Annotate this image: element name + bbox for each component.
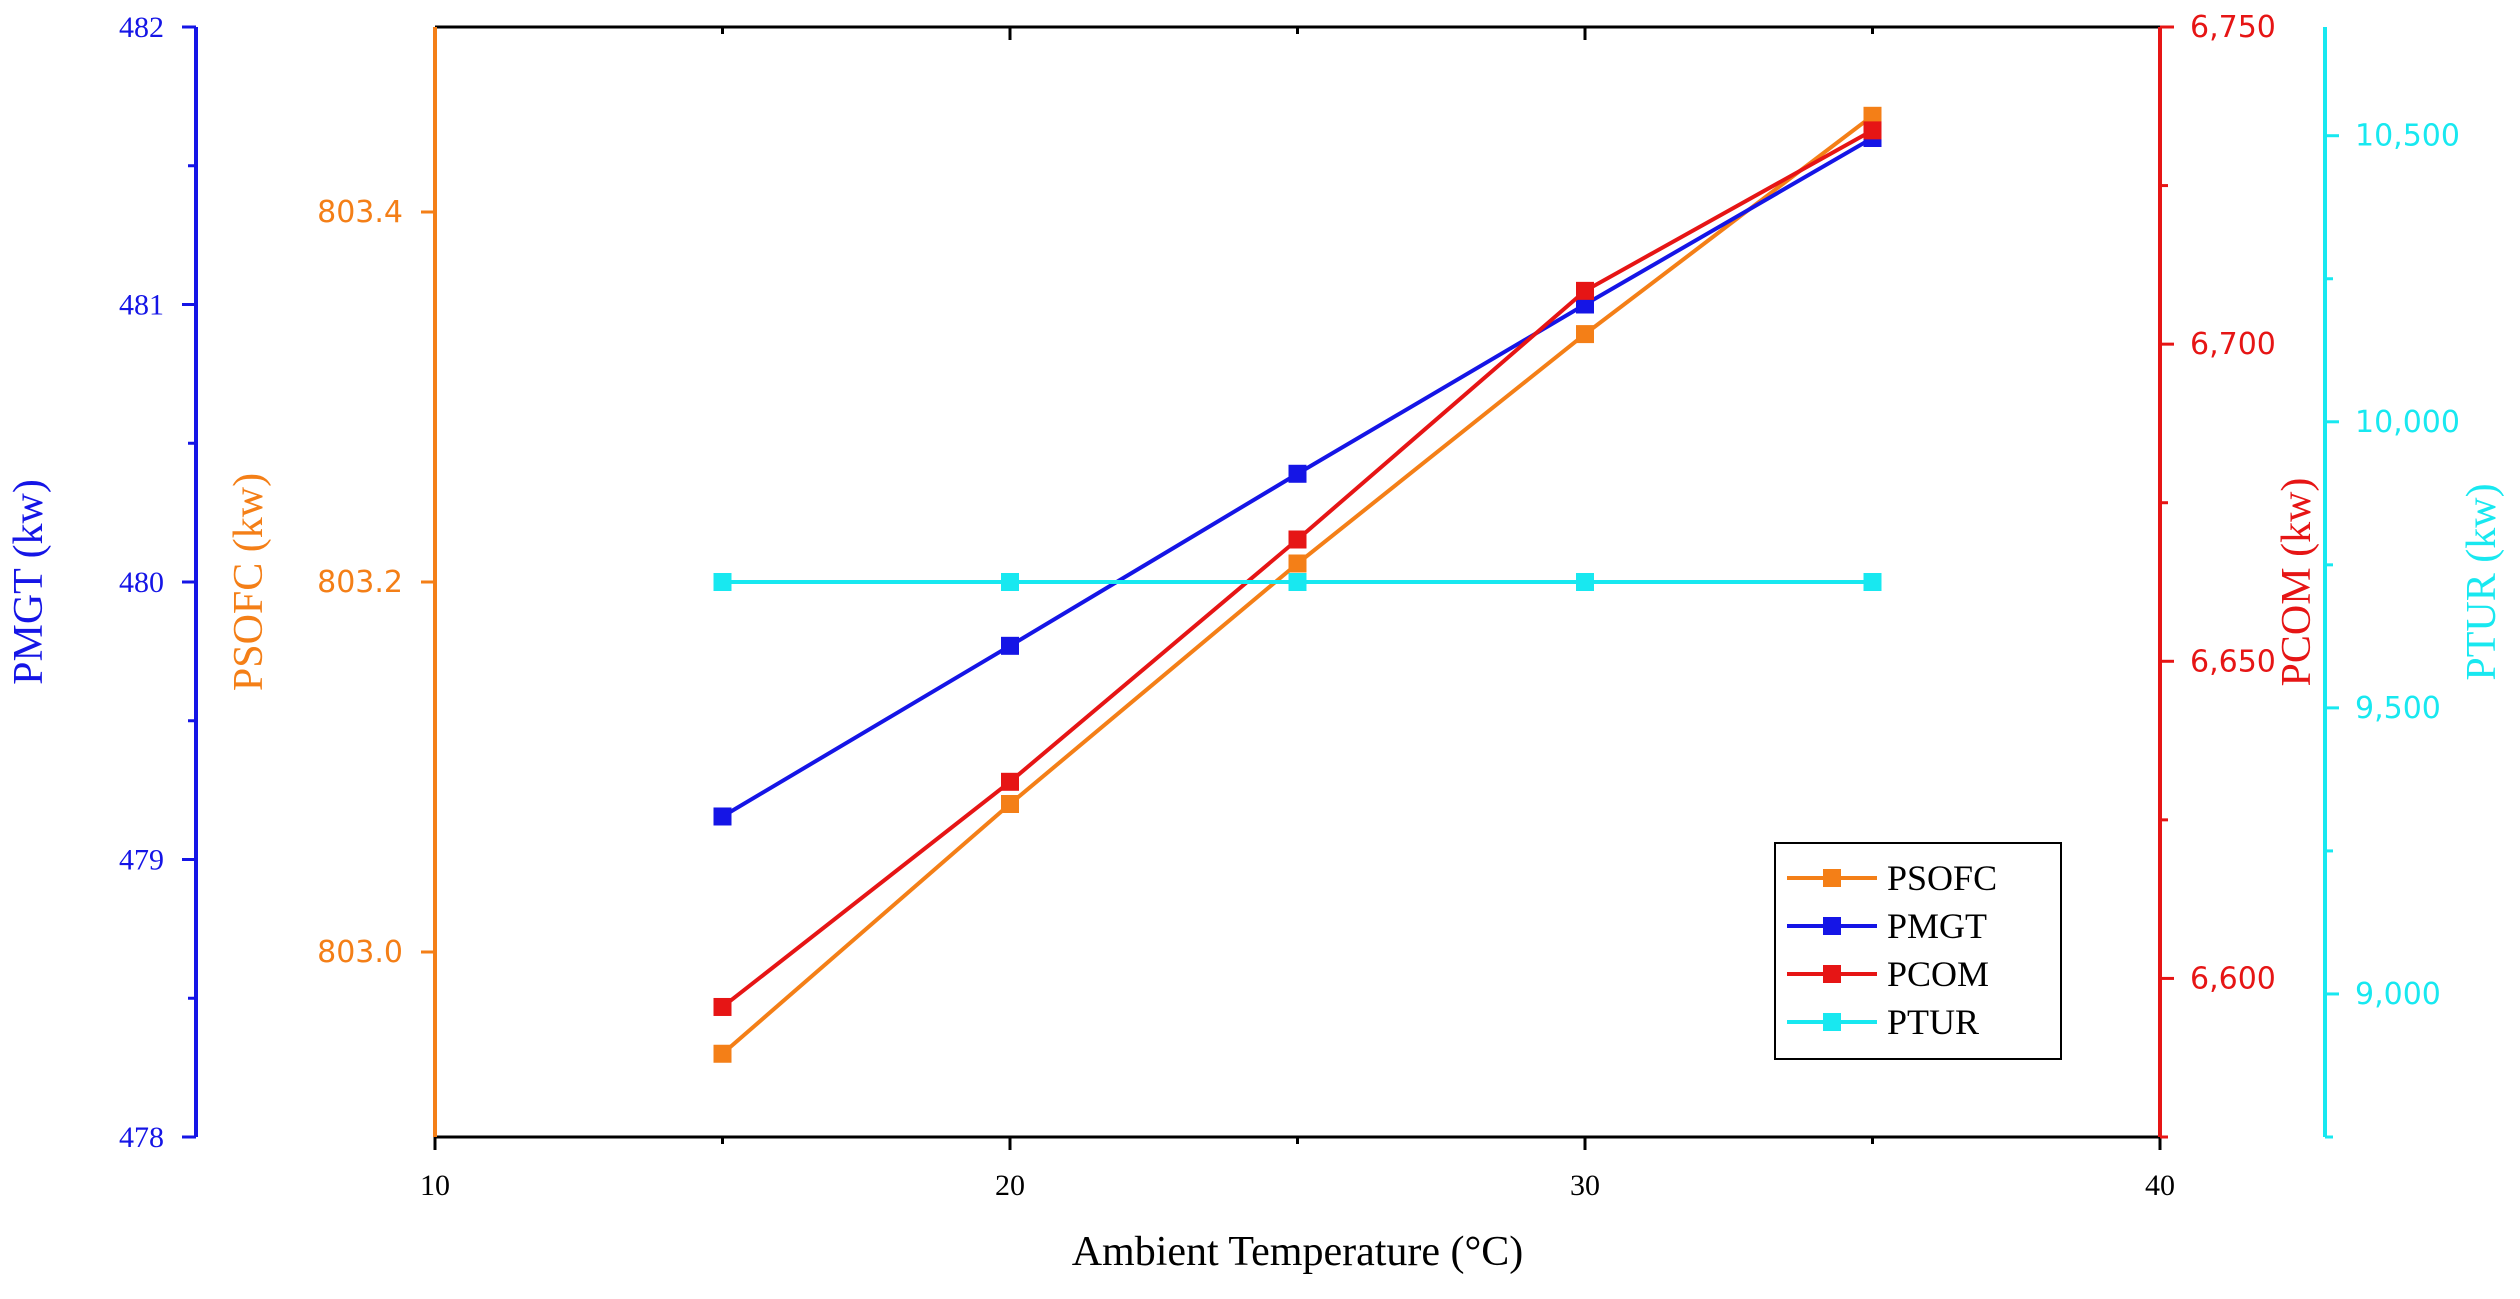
legend-label-pmgt: PMGT (1887, 906, 1987, 946)
series-layer (713, 106, 1882, 1063)
data-point-psofc (1001, 795, 1019, 813)
data-point-pcom (1001, 772, 1019, 791)
pcom-tick-label: 6,600 (2190, 961, 2276, 996)
pmgt-tick-label: 480 (119, 566, 164, 599)
data-point-psofc (1288, 554, 1307, 573)
legend-marker-ptur (1823, 1013, 1841, 1031)
psofc-tick-label: 803.0 (317, 935, 403, 970)
ptur-tick-label: 9,500 (2355, 691, 2441, 726)
axes-layer: 10 20 30 40 Ambient Temperature (°C) 478 479 48… (6, 10, 2505, 1275)
pmgt-tick-label: 481 (119, 289, 164, 322)
legend-label-ptur: PTUR (1887, 1002, 1979, 1042)
data-point-pmgt (1576, 295, 1594, 314)
data-point-pcom (713, 997, 732, 1016)
pcom-tick-label: 6,750 (2190, 10, 2276, 45)
ptur-axis-label: PTUR (kw) (2459, 483, 2505, 680)
psofc-tick-label: 803.2 (317, 565, 403, 600)
data-point-pmgt (713, 807, 732, 826)
data-point-psofc (713, 1044, 732, 1063)
x-tick-label: 10 (420, 1169, 450, 1202)
legend-label-psofc: PSOFC (1887, 858, 1997, 898)
data-point-ptur (1288, 573, 1307, 591)
legend-marker-pcom (1823, 965, 1841, 983)
pcom-tick-label: 6,650 (2190, 644, 2276, 679)
legend-marker-psofc (1823, 869, 1841, 887)
x-tick-label: 30 (1570, 1169, 1600, 1202)
data-point-pcom (1576, 281, 1594, 300)
pmgt-tick-label: 478 (119, 1121, 164, 1154)
pmgt-tick-label: 479 (119, 844, 164, 877)
data-point-psofc (1863, 106, 1882, 125)
ptur-tick-label: 10,500 (2355, 119, 2460, 154)
pmgt-tick-label: 482 (119, 11, 164, 44)
psofc-axis-label: PSOFC (kw) (226, 473, 272, 691)
legend-marker-pmgt (1823, 917, 1841, 935)
legend-label-pcom: PCOM (1887, 954, 1989, 994)
data-point-pmgt (1288, 464, 1307, 483)
pcom-tick-label: 6,700 (2190, 327, 2276, 362)
x-axis-label: Ambient Temperature (°C) (1072, 1229, 1524, 1275)
data-point-ptur (1863, 573, 1882, 591)
data-point-pcom (1288, 530, 1307, 549)
ptur-tick-label: 9,000 (2355, 977, 2441, 1012)
pcom-axis-label: PCOM (kw) (2274, 478, 2320, 687)
data-point-ptur (713, 573, 732, 591)
legend: PSOFC PMGT PCOM PTUR (1774, 842, 2062, 1060)
data-point-psofc (1576, 325, 1594, 344)
data-point-ptur (1001, 573, 1019, 591)
ptur-tick-label: 10,000 (2355, 405, 2460, 440)
pmgt-axis-label: PMGT (kw) (6, 479, 52, 685)
data-point-pmgt (1001, 636, 1019, 655)
psofc-tick-label: 803.4 (317, 195, 403, 230)
data-point-pcom (1863, 121, 1882, 140)
data-point-ptur (1576, 573, 1594, 591)
x-tick-label: 20 (995, 1169, 1025, 1202)
x-tick-label: 40 (2145, 1169, 2175, 1202)
